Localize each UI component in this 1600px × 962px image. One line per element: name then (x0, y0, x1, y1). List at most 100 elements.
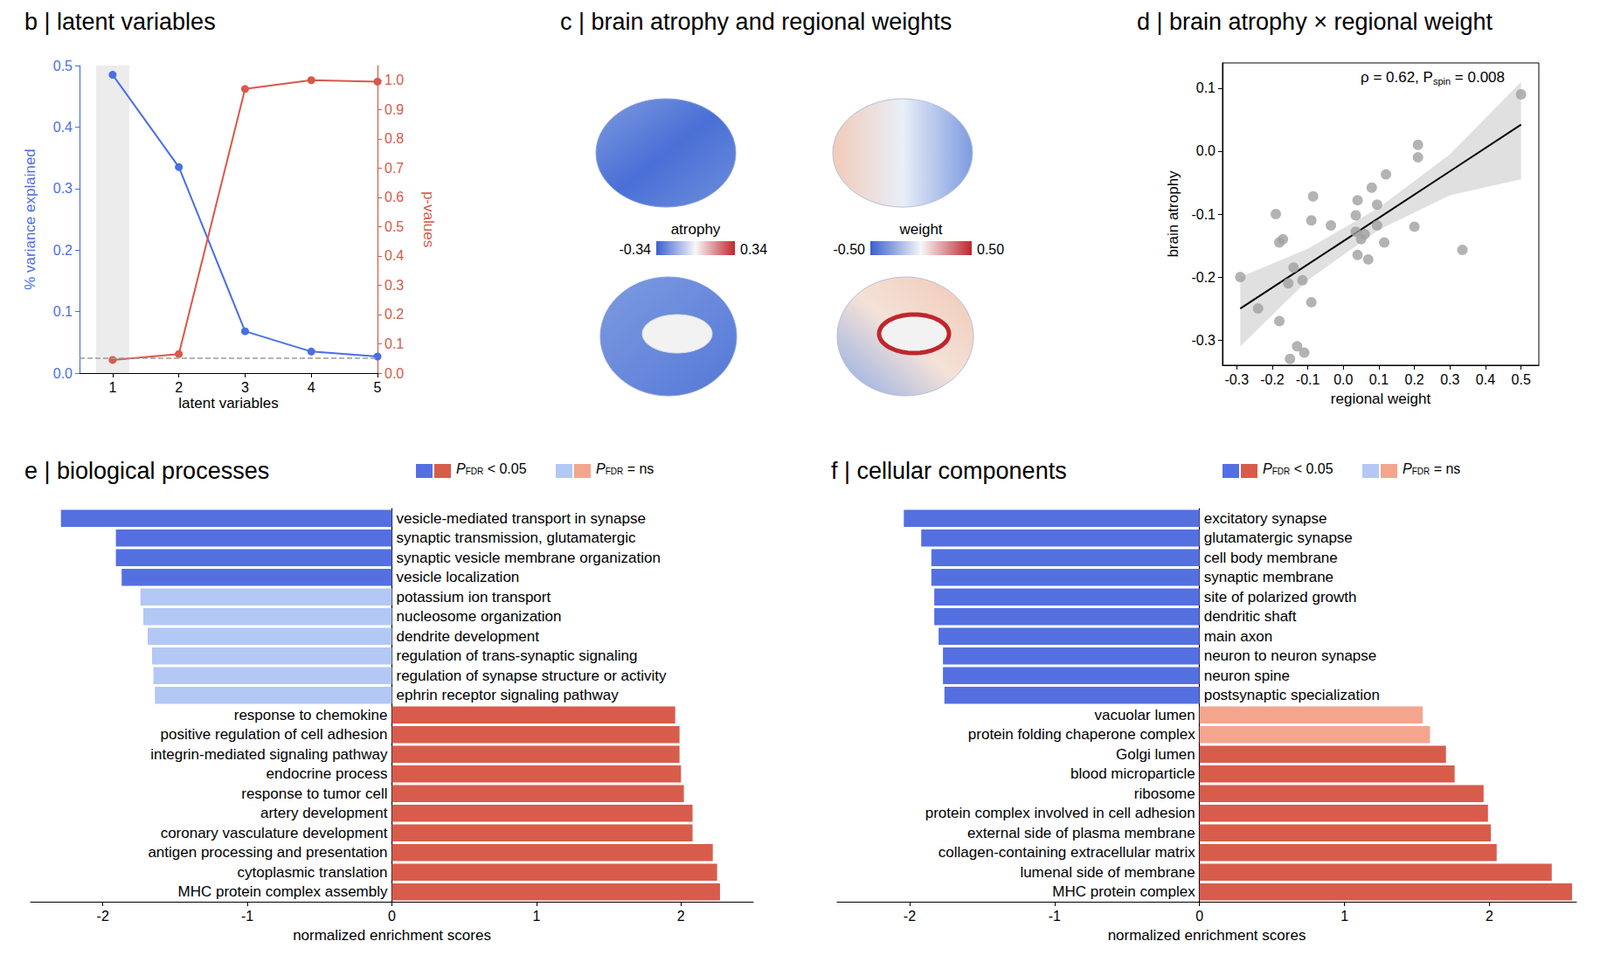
svg-text:2: 2 (677, 908, 686, 924)
svg-text:= ns: = ns (1429, 461, 1461, 477)
svg-text:spin: spin (1433, 76, 1451, 87)
svg-text:= ns: = ns (623, 461, 654, 477)
svg-text:-0.1: -0.1 (1191, 207, 1216, 222)
svg-text:0.1: 0.1 (1369, 372, 1389, 388)
svg-text:external side of plasma membra: external side of plasma membrane (967, 824, 1196, 842)
svg-text:synaptic transmission, glutama: synaptic transmission, glutamatergic (396, 529, 638, 547)
svg-text:regional weight: regional weight (1330, 390, 1432, 408)
svg-text:P: P (1402, 461, 1413, 477)
svg-text:c | brain atrophy and regional: c | brain atrophy and regional weights (560, 8, 952, 35)
svg-text:protein folding chaperone comp: protein folding chaperone complex (968, 726, 1196, 743)
svg-text:dendritic shaft: dendritic shaft (1204, 608, 1297, 625)
svg-text:-0.2: -0.2 (1260, 372, 1285, 388)
svg-text:0.6: 0.6 (384, 189, 404, 205)
svg-text:atrophy: atrophy (671, 221, 721, 238)
svg-text:0.1: 0.1 (53, 304, 73, 319)
svg-text:MHC protein complex: MHC protein complex (1052, 883, 1196, 901)
svg-text:1: 1 (532, 908, 541, 924)
svg-text:artery development: artery development (260, 804, 388, 822)
svg-text:< 0.05: < 0.05 (1289, 461, 1333, 477)
svg-text:b | latent variables: b | latent variables (24, 8, 216, 35)
svg-text:0.2: 0.2 (1405, 372, 1425, 388)
svg-text:weight: weight (898, 221, 942, 238)
svg-text:0.4: 0.4 (1475, 372, 1496, 388)
svg-text:0.2: 0.2 (53, 242, 73, 258)
svg-text:integrin-mediated signaling pa: integrin-mediated signaling pathway (150, 746, 388, 763)
svg-text:synaptic membrane: synaptic membrane (1204, 568, 1334, 586)
svg-text:% variance explained: % variance explained (21, 148, 39, 291)
svg-text:ρ = 0.62, P: ρ = 0.62, P (1360, 69, 1434, 86)
svg-text:-2: -2 (96, 908, 110, 924)
svg-text:d | brain atrophy × regional w: d | brain atrophy × regional weight (1136, 8, 1494, 35)
svg-text:regulation of synapse structur: regulation of synapse structure or activ… (396, 667, 667, 685)
svg-text:1: 1 (1340, 908, 1349, 924)
svg-text:3: 3 (241, 380, 250, 395)
svg-text:e | biological processes: e | biological processes (24, 457, 270, 485)
svg-text:blood microparticle: blood microparticle (1070, 765, 1196, 783)
svg-text:response to chemokine: response to chemokine (234, 706, 388, 724)
svg-text:FDR: FDR (605, 466, 624, 477)
svg-text:cell body membrane: cell body membrane (1204, 549, 1338, 567)
svg-text:-0.2: -0.2 (1191, 270, 1216, 285)
svg-text:-0.3: -0.3 (1191, 332, 1216, 348)
svg-text:< 0.05: < 0.05 (483, 461, 527, 477)
svg-text:P: P (1262, 461, 1273, 477)
svg-text:neuron to neuron synapse: neuron to neuron synapse (1204, 647, 1378, 665)
svg-text:endocrine process: endocrine process (266, 765, 388, 783)
svg-text:cytoplasmic translation: cytoplasmic translation (237, 864, 388, 881)
svg-text:0.1: 0.1 (1196, 80, 1216, 96)
svg-text:normalized enrichment scores: normalized enrichment scores (292, 927, 492, 944)
svg-text:0.8: 0.8 (384, 131, 404, 146)
svg-text:FDR: FDR (465, 466, 485, 477)
svg-text:0.0: 0.0 (1333, 372, 1353, 388)
svg-text:0.50: 0.50 (976, 242, 1005, 257)
svg-text:-1: -1 (1048, 908, 1061, 924)
svg-text:1.0: 1.0 (384, 72, 404, 88)
svg-text:main axon: main axon (1204, 628, 1273, 645)
svg-text:f | cellular components: f | cellular components (831, 457, 1067, 485)
svg-text:-0.1: -0.1 (1295, 372, 1321, 388)
svg-text:dendrite development: dendrite development (396, 628, 541, 645)
svg-text:0.3: 0.3 (53, 180, 73, 196)
svg-text:-0.34: -0.34 (619, 242, 652, 257)
svg-text:0.5: 0.5 (1511, 372, 1531, 388)
svg-text:0.4: 0.4 (384, 248, 404, 264)
svg-text:vacuolar lumen: vacuolar lumen (1094, 706, 1195, 724)
svg-text:0.5: 0.5 (53, 58, 73, 74)
svg-text:2: 2 (174, 380, 183, 395)
svg-text:nucleosome organization: nucleosome organization (396, 608, 562, 625)
svg-text:-0.50: -0.50 (833, 242, 866, 257)
svg-text:-2: -2 (903, 908, 916, 924)
svg-text:0.0: 0.0 (53, 366, 73, 381)
svg-text:vesicle-mediated transport in: vesicle-mediated transport in synapse (396, 510, 646, 527)
svg-text:synaptic vesicle membrane orga: synaptic vesicle membrane organization (396, 549, 661, 567)
svg-text:lumenal side of membrane: lumenal side of membrane (1019, 864, 1195, 881)
svg-text:0.3: 0.3 (384, 277, 404, 293)
svg-text:0.2: 0.2 (384, 306, 404, 322)
svg-text:P: P (456, 461, 466, 477)
svg-text:1: 1 (108, 380, 117, 395)
svg-text:antigen processing and present: antigen processing and presentation (147, 844, 388, 861)
svg-text:latent variables: latent variables (178, 394, 278, 412)
svg-text:collagen-containing extracellu: collagen-containing extracellular matrix (938, 844, 1196, 861)
svg-text:coronary vasculature developme: coronary vasculature development (160, 824, 388, 842)
svg-text:response to tumor cell: response to tumor cell (241, 785, 388, 803)
svg-text:0.1: 0.1 (384, 336, 404, 352)
svg-text:0: 0 (1195, 908, 1204, 924)
svg-text:p-values: p-values (420, 191, 437, 248)
svg-text:0.7: 0.7 (384, 160, 404, 176)
svg-text:0.0: 0.0 (1196, 143, 1216, 159)
svg-text:ribosome: ribosome (1134, 785, 1196, 803)
svg-text:excitatory synapse: excitatory synapse (1204, 510, 1328, 527)
svg-text:FDR: FDR (1272, 466, 1291, 477)
svg-text:0.4: 0.4 (53, 119, 73, 135)
svg-text:postsynaptic specialization: postsynaptic specialization (1204, 686, 1380, 704)
svg-text:regulation of trans-synaptic s: regulation of trans-synaptic signaling (396, 647, 638, 665)
svg-text:Golgi lumen: Golgi lumen (1115, 746, 1196, 763)
svg-text:-1: -1 (241, 908, 254, 924)
svg-text:brain atrophy: brain atrophy (1164, 170, 1182, 258)
svg-text:protein complex involved in ce: protein complex involved in cell adhesio… (925, 804, 1196, 822)
svg-text:MHC protein complex assembly: MHC protein complex assembly (178, 883, 388, 901)
svg-text:0.3: 0.3 (1440, 372, 1460, 388)
svg-text:vesicle localization: vesicle localization (396, 568, 520, 586)
